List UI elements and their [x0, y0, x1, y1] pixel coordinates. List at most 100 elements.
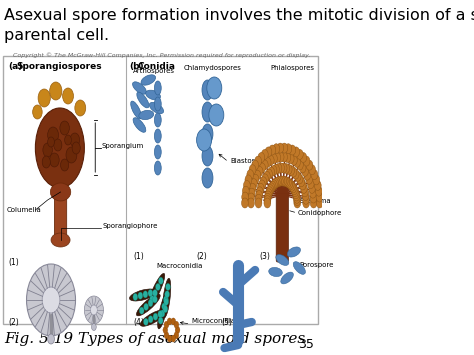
Circle shape	[148, 290, 153, 296]
Circle shape	[281, 152, 287, 162]
Circle shape	[255, 191, 263, 201]
Circle shape	[284, 153, 291, 163]
Circle shape	[287, 180, 294, 190]
Circle shape	[314, 180, 321, 190]
Circle shape	[264, 198, 271, 208]
Circle shape	[273, 164, 279, 174]
Circle shape	[175, 327, 180, 333]
Text: Asexual spore formation involves the mitotic division of a single: Asexual spore formation involves the mit…	[4, 8, 474, 23]
Circle shape	[290, 183, 297, 193]
Circle shape	[311, 170, 318, 180]
Circle shape	[42, 156, 50, 168]
Circle shape	[268, 183, 275, 193]
Circle shape	[167, 318, 172, 325]
Circle shape	[265, 147, 272, 157]
Circle shape	[296, 149, 303, 159]
Circle shape	[273, 178, 280, 187]
Circle shape	[163, 306, 168, 313]
Circle shape	[174, 332, 179, 339]
Text: Porospore: Porospore	[299, 262, 334, 268]
Circle shape	[84, 296, 103, 324]
Circle shape	[289, 145, 296, 155]
Circle shape	[289, 181, 295, 191]
Circle shape	[264, 196, 271, 206]
Circle shape	[309, 165, 316, 175]
Circle shape	[255, 156, 262, 166]
Circle shape	[164, 298, 169, 305]
Text: Phialospores: Phialospores	[271, 65, 315, 71]
Circle shape	[259, 163, 265, 173]
Circle shape	[277, 143, 284, 153]
Circle shape	[171, 318, 176, 325]
Ellipse shape	[155, 145, 161, 159]
Text: (a): (a)	[8, 62, 23, 71]
Circle shape	[273, 144, 280, 154]
Circle shape	[153, 290, 157, 296]
Circle shape	[143, 291, 148, 298]
Circle shape	[251, 179, 257, 189]
Circle shape	[294, 196, 301, 206]
Circle shape	[144, 318, 148, 325]
Ellipse shape	[139, 110, 154, 120]
FancyBboxPatch shape	[55, 186, 67, 245]
Circle shape	[158, 277, 163, 284]
Circle shape	[158, 311, 163, 318]
Circle shape	[293, 191, 300, 201]
Circle shape	[162, 303, 166, 310]
Circle shape	[247, 198, 255, 208]
Circle shape	[139, 307, 144, 314]
Ellipse shape	[155, 161, 161, 175]
Text: Columella: Columella	[7, 207, 42, 213]
Text: Conidophore: Conidophore	[298, 210, 342, 216]
Text: Macroconidia: Macroconidia	[156, 263, 203, 269]
Circle shape	[271, 180, 277, 190]
Circle shape	[164, 321, 169, 328]
Circle shape	[261, 149, 268, 159]
Ellipse shape	[276, 255, 289, 266]
Circle shape	[291, 185, 298, 195]
Circle shape	[254, 170, 261, 180]
Circle shape	[43, 143, 53, 157]
Ellipse shape	[155, 97, 161, 111]
Circle shape	[281, 143, 288, 153]
Circle shape	[153, 296, 157, 303]
Circle shape	[303, 156, 310, 166]
Ellipse shape	[51, 233, 70, 247]
Circle shape	[316, 198, 323, 208]
Circle shape	[287, 154, 294, 164]
Ellipse shape	[155, 129, 161, 143]
Circle shape	[267, 155, 274, 165]
Circle shape	[285, 144, 292, 154]
Circle shape	[244, 180, 250, 190]
Circle shape	[293, 157, 301, 167]
Circle shape	[164, 332, 169, 339]
Circle shape	[310, 193, 317, 203]
Circle shape	[270, 165, 277, 175]
Ellipse shape	[50, 183, 71, 201]
Circle shape	[306, 174, 312, 184]
Circle shape	[290, 167, 297, 177]
Circle shape	[313, 175, 319, 185]
Ellipse shape	[158, 291, 169, 329]
Circle shape	[33, 105, 42, 119]
Circle shape	[302, 191, 309, 201]
Circle shape	[301, 183, 307, 193]
Circle shape	[47, 127, 58, 143]
Circle shape	[296, 160, 303, 170]
Circle shape	[310, 188, 316, 198]
Circle shape	[255, 198, 262, 208]
Circle shape	[260, 177, 267, 187]
Circle shape	[257, 183, 264, 193]
Ellipse shape	[148, 273, 165, 307]
Circle shape	[75, 100, 86, 116]
Circle shape	[280, 163, 287, 173]
Text: Conidia: Conidia	[137, 62, 175, 71]
Text: (2): (2)	[196, 252, 207, 261]
Circle shape	[63, 88, 73, 104]
Text: Sterigma: Sterigma	[299, 198, 331, 204]
Circle shape	[258, 153, 264, 163]
Circle shape	[155, 283, 160, 290]
Ellipse shape	[287, 247, 301, 257]
FancyBboxPatch shape	[276, 193, 289, 262]
Circle shape	[274, 153, 281, 163]
